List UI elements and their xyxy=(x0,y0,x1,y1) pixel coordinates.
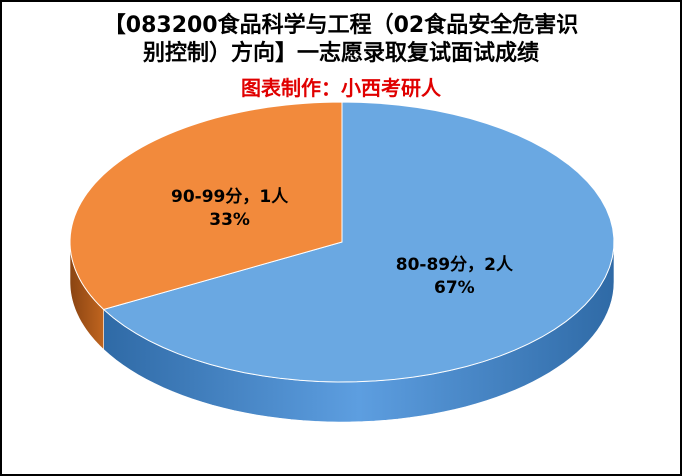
data-label-category: 90-99分，1人 xyxy=(171,187,289,207)
data-label-value: 33% xyxy=(209,210,250,230)
slice xyxy=(102,101,615,383)
chart-subtitle: 图表制作：小西考研人 xyxy=(241,76,441,100)
slice xyxy=(69,101,343,311)
data-label-category: 80-89分，2人 xyxy=(396,255,514,275)
chart-title: 【083200食品科学与工程（02食品安全危害识别控制）方向】一志愿录取复试面试… xyxy=(103,13,579,66)
data-label-value: 67% xyxy=(434,278,475,298)
